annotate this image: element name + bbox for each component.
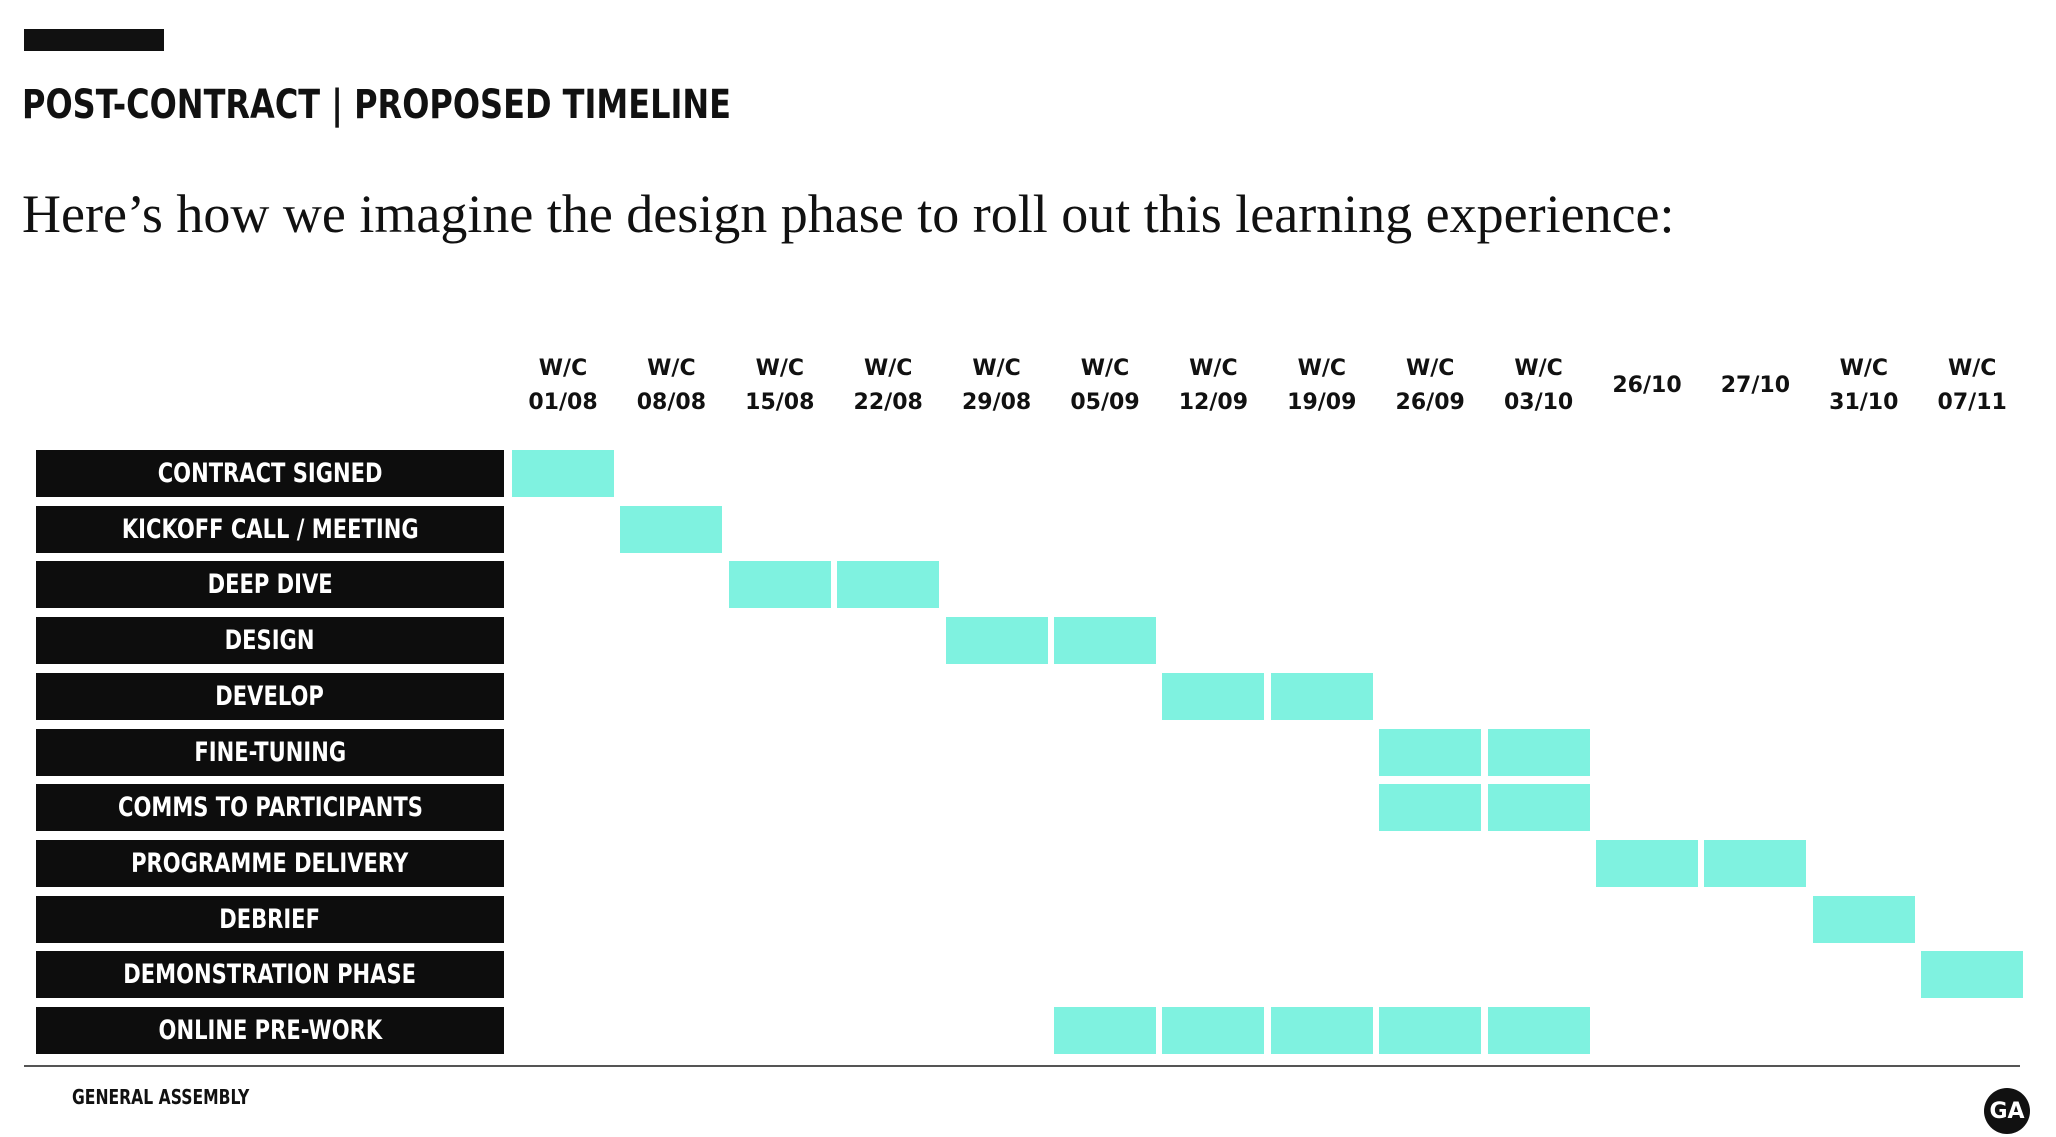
week-prefix: W/C: [1947, 356, 1997, 381]
week-header-26-09: W/C 26/09: [1376, 352, 1484, 420]
task-label-demonstration-phase: DEMONSTRATION PHASE: [36, 951, 504, 999]
week-header-07-11: W/C 07/11: [1918, 352, 2026, 420]
gantt-block-kickoff-call-meeting-08-08: [620, 505, 723, 553]
week-date: 27/10: [1720, 373, 1791, 398]
week-prefix: W/C: [1514, 356, 1563, 381]
week-prefix: W/C: [647, 356, 696, 381]
task-label-text: COMMS TO PARTICIPANTS: [117, 792, 423, 824]
gantt-block-online-pre-work-26-09: [1379, 1007, 1482, 1054]
gantt-block-develop-12-09: [1162, 672, 1265, 720]
week-date: 03/10: [1503, 390, 1574, 415]
week-prefix: W/C: [863, 356, 913, 381]
week-header-26-10: 26/10: [1593, 369, 1701, 403]
task-label-text: DEEP DIVE: [207, 569, 333, 601]
week-date: 26/09: [1395, 390, 1465, 415]
week-header-19-09: W/C 19/09: [1268, 352, 1376, 420]
footer-brand: GENERAL ASSEMBLY: [72, 1085, 250, 1109]
week-date: 01/08: [528, 390, 598, 415]
task-label-text: DEBRIEF: [219, 903, 321, 935]
gantt-block-design-05-09: [1054, 617, 1156, 665]
week-prefix: W/C: [1189, 356, 1238, 381]
gantt-block-comms-to-participants-26-09: [1379, 784, 1482, 832]
week-date: 15/08: [745, 390, 815, 415]
week-date: 26/10: [1612, 373, 1682, 398]
task-label-text: DEVELOP: [215, 680, 325, 712]
week-header-22-08: W/C 22/08: [834, 352, 942, 420]
week-header-15-08: W/C 15/08: [726, 352, 834, 420]
accent-bar: [24, 29, 164, 51]
ga-logo-text: GA: [1989, 1098, 2025, 1124]
week-prefix: W/C: [538, 356, 588, 381]
week-date: 22/08: [853, 390, 923, 415]
gantt-block-comms-to-participants-03-10: [1487, 784, 1590, 832]
ga-logo: GA: [1984, 1088, 2030, 1134]
task-label-text: KICKOFF CALL / MEETING: [121, 513, 419, 545]
gantt-block-online-pre-work-19-09: [1270, 1007, 1373, 1054]
gantt-block-design-29-08: [945, 617, 1048, 665]
week-prefix: W/C: [1080, 356, 1130, 381]
week-date: 29/08: [961, 390, 1032, 415]
task-label-online-pre-work: ONLINE PRE-WORK: [36, 1007, 504, 1054]
task-label-fine-tuning: FINE-TUNING: [36, 728, 504, 776]
gantt-block-deep-dive-22-08: [837, 561, 940, 609]
week-header-31-10: W/C 31/10: [1810, 352, 1918, 420]
task-label-text: FINE-TUNING: [194, 736, 346, 768]
week-header-12-09: W/C 12/09: [1159, 352, 1267, 420]
gantt-block-fine-tuning-03-10: [1487, 728, 1590, 776]
week-header-03-10: W/C 03/10: [1485, 352, 1593, 420]
week-prefix: W/C: [1297, 356, 1347, 381]
gantt-block-online-pre-work-05-09: [1054, 1007, 1156, 1054]
week-prefix: W/C: [1839, 356, 1889, 381]
gantt-block-programme-delivery-27-10: [1704, 839, 1807, 887]
page-subtitle: Here’s how we imagine the design phase t…: [22, 184, 1675, 244]
week-date: 19/09: [1287, 390, 1357, 415]
page-title: POST-CONTRACT | PROPOSED TIMELINE: [22, 82, 732, 128]
footer-divider: [24, 1065, 2020, 1067]
task-label-programme-delivery: PROGRAMME DELIVERY: [36, 839, 504, 887]
gantt-block-develop-19-09: [1270, 672, 1373, 720]
task-label-develop: DEVELOP: [36, 672, 504, 720]
task-label-text: PROGRAMME DELIVERY: [131, 847, 409, 879]
task-label-contract-signed: CONTRACT SIGNED: [36, 450, 504, 497]
week-date: 12/09: [1178, 390, 1249, 415]
task-label-design: DESIGN: [36, 617, 504, 665]
task-label-text: ONLINE PRE-WORK: [158, 1015, 382, 1046]
week-header-08-08: W/C 08/08: [617, 352, 725, 420]
week-header-27-10: 27/10: [1701, 369, 1809, 403]
week-prefix: W/C: [1405, 356, 1455, 381]
week-header-05-09: W/C 05/09: [1051, 352, 1159, 420]
task-label-kickoff-call-meeting: KICKOFF CALL / MEETING: [36, 505, 504, 553]
week-header-29-08: W/C 29/08: [943, 352, 1051, 420]
gantt-block-debrief-31-10: [1812, 895, 1915, 943]
gantt-block-programme-delivery-26-10: [1596, 839, 1698, 887]
week-date: 07/11: [1937, 390, 2007, 415]
gantt-block-demonstration-phase-07-11: [1921, 951, 2024, 999]
week-prefix: W/C: [755, 356, 805, 381]
gantt-block-deep-dive-15-08: [728, 561, 831, 609]
task-label-comms-to-participants: COMMS TO PARTICIPANTS: [36, 784, 504, 832]
week-date: 08/08: [636, 390, 707, 415]
task-label-text: DESIGN: [225, 625, 315, 657]
gantt-block-online-pre-work-03-10: [1487, 1007, 1590, 1054]
task-label-text: CONTRACT SIGNED: [157, 458, 383, 489]
week-prefix: W/C: [972, 356, 1021, 381]
gantt-block-fine-tuning-26-09: [1379, 728, 1482, 776]
task-label-debrief: DEBRIEF: [36, 895, 504, 943]
task-label-deep-dive: DEEP DIVE: [36, 561, 504, 609]
gantt-block-contract-signed-01-08: [512, 450, 614, 497]
gantt-block-online-pre-work-12-09: [1162, 1007, 1265, 1054]
task-label-text: DEMONSTRATION PHASE: [123, 959, 417, 991]
week-header-01-08: W/C 01/08: [509, 352, 617, 420]
week-date: 31/10: [1829, 390, 1899, 415]
week-date: 05/09: [1070, 390, 1140, 415]
